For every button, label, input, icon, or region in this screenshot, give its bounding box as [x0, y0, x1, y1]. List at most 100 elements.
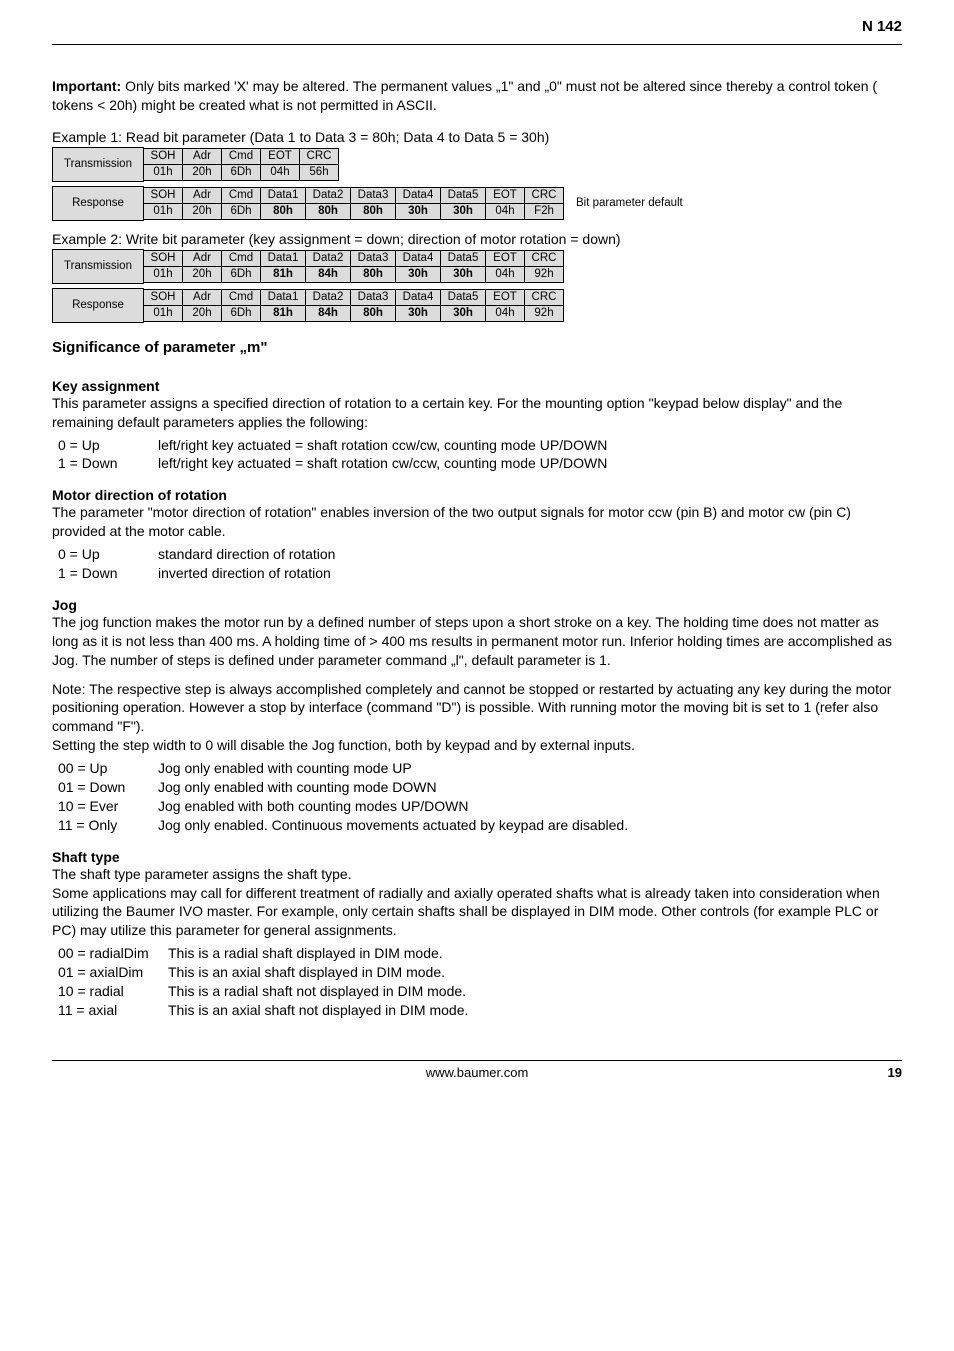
- top-rule: [52, 44, 902, 45]
- kv-val: Jog only enabled with counting mode DOWN: [158, 778, 902, 797]
- th: Adr: [183, 289, 222, 305]
- intro-text: Only bits marked 'X' may be altered. The…: [52, 78, 877, 113]
- th: Data1: [261, 187, 306, 203]
- key-assignment-list: 0 = Up left/right key actuated = shaft r…: [58, 436, 902, 474]
- td: 80h: [351, 203, 396, 219]
- td: 04h: [486, 305, 525, 321]
- th: EOT: [486, 187, 525, 203]
- td: 6Dh: [222, 203, 261, 219]
- jog-p3: Setting the step width to 0 will disable…: [52, 736, 902, 755]
- intro-paragraph: Important: Only bits marked 'X' may be a…: [52, 77, 902, 115]
- ex2-transmission-row: Transmission SOH Adr Cmd Data1 Data2 Dat…: [52, 249, 902, 284]
- ex1-transmission-row: Transmission SOH Adr Cmd EOT CRC 01h 20h…: [52, 147, 902, 182]
- intro-label: Important:: [52, 78, 121, 94]
- td: 30h: [441, 203, 486, 219]
- doc-number: N 142: [862, 18, 902, 35]
- kv-val: inverted direction of rotation: [158, 564, 902, 583]
- th: SOH: [144, 148, 183, 164]
- kv-key: 00 = Up: [58, 759, 158, 778]
- td: 20h: [183, 305, 222, 321]
- significance-heading: Significance of parameter „m": [52, 339, 902, 356]
- kv-key: 10 = Ever: [58, 797, 158, 816]
- th: Data5: [441, 250, 486, 266]
- td: 84h: [306, 305, 351, 321]
- th: Cmd: [222, 250, 261, 266]
- jog-p1: The jog function makes the motor run by …: [52, 613, 902, 670]
- td: 6Dh: [222, 305, 261, 321]
- td: 30h: [441, 266, 486, 282]
- th: Data3: [351, 289, 396, 305]
- th: Adr: [183, 187, 222, 203]
- kv-key: 01 = axialDim: [58, 963, 168, 982]
- th: Data5: [441, 187, 486, 203]
- ex2-tx-label: Transmission: [52, 249, 144, 284]
- motor-dir-para: The parameter "motor direction of rotati…: [52, 503, 902, 541]
- th: EOT: [486, 250, 525, 266]
- td: 01h: [144, 164, 183, 180]
- th: Data4: [396, 187, 441, 203]
- motor-dir-heading: Motor direction of rotation: [52, 487, 902, 503]
- td: 81h: [261, 266, 306, 282]
- th: SOH: [144, 289, 183, 305]
- motor-dir-list: 0 = Up standard direction of rotation 1 …: [58, 545, 902, 583]
- td: 01h: [144, 305, 183, 321]
- jog-p2: Note: The respective step is always acco…: [52, 680, 902, 737]
- shaft-p1: The shaft type parameter assigns the sha…: [52, 865, 902, 884]
- th: Cmd: [222, 289, 261, 305]
- th: Data4: [396, 250, 441, 266]
- kv-val: This is an axial shaft displayed in DIM …: [168, 963, 902, 982]
- kv-key: 0 = Up: [58, 545, 158, 564]
- td: 56h: [300, 164, 339, 180]
- kv-key: 1 = Down: [58, 454, 158, 473]
- th: Data3: [351, 187, 396, 203]
- td: 30h: [396, 203, 441, 219]
- jog-list: 00 = Up Jog only enabled with counting m…: [58, 759, 902, 835]
- th: CRC: [525, 289, 564, 305]
- td: 92h: [525, 305, 564, 321]
- th: Data2: [306, 250, 351, 266]
- ex2-response-row: Response SOH Adr Cmd Data1 Data2 Data3 D…: [52, 288, 902, 323]
- ex2-tx-table: SOH Adr Cmd Data1 Data2 Data3 Data4 Data…: [143, 250, 564, 283]
- td: 80h: [351, 305, 396, 321]
- footer-url: www.baumer.com: [52, 1065, 902, 1080]
- kv-key: 00 = radialDim: [58, 944, 168, 963]
- kv-key: 1 = Down: [58, 564, 158, 583]
- kv-val: standard direction of rotation: [158, 545, 902, 564]
- th: SOH: [144, 187, 183, 203]
- kv-val: Jog only enabled. Continuous movements a…: [158, 816, 902, 835]
- td: 20h: [183, 203, 222, 219]
- ex2-rx-table: SOH Adr Cmd Data1 Data2 Data3 Data4 Data…: [143, 289, 564, 322]
- td: F2h: [525, 203, 564, 219]
- key-assignment-para: This parameter assigns a specified direc…: [52, 394, 902, 432]
- td: 80h: [351, 266, 396, 282]
- th: CRC: [300, 148, 339, 164]
- key-assignment-heading: Key assignment: [52, 378, 902, 394]
- example1-title: Example 1: Read bit parameter (Data 1 to…: [52, 129, 902, 145]
- th: Data2: [306, 187, 351, 203]
- td: 04h: [261, 164, 300, 180]
- td: 84h: [306, 266, 351, 282]
- ex1-tx-label: Transmission: [52, 147, 144, 182]
- kv-key: 0 = Up: [58, 436, 158, 455]
- ex1-tx-table: SOH Adr Cmd EOT CRC 01h 20h 6Dh 04h 56h: [143, 148, 339, 181]
- td: 6Dh: [222, 164, 261, 180]
- shaft-list: 00 = radialDim This is a radial shaft di…: [58, 944, 902, 1020]
- td: 80h: [306, 203, 351, 219]
- footer: www.baumer.com 19: [52, 1060, 902, 1089]
- th: EOT: [486, 289, 525, 305]
- th: CRC: [525, 187, 564, 203]
- td: 30h: [396, 266, 441, 282]
- th: Adr: [183, 148, 222, 164]
- th: SOH: [144, 250, 183, 266]
- example2-title: Example 2: Write bit parameter (key assi…: [52, 231, 902, 247]
- shaft-p2: Some applications may call for different…: [52, 884, 902, 941]
- td: 20h: [183, 266, 222, 282]
- th: Data2: [306, 289, 351, 305]
- td: 01h: [144, 203, 183, 219]
- td: 30h: [396, 305, 441, 321]
- kv-val: Jog enabled with both counting modes UP/…: [158, 797, 902, 816]
- td: 01h: [144, 266, 183, 282]
- th: Data4: [396, 289, 441, 305]
- shaft-heading: Shaft type: [52, 849, 902, 865]
- kv-val: Jog only enabled with counting mode UP: [158, 759, 902, 778]
